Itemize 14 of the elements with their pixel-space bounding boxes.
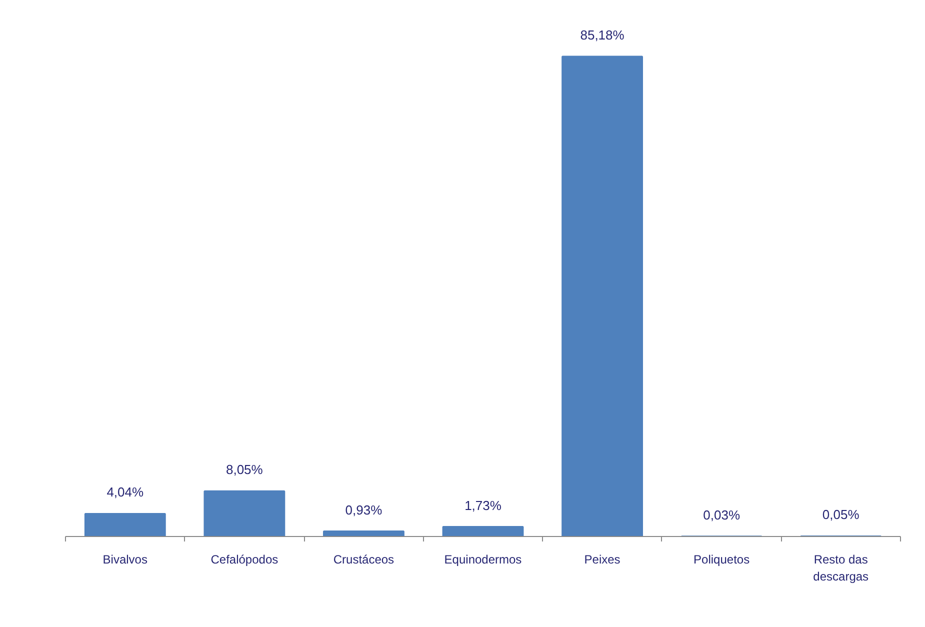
data-label: 0,93% [345, 502, 383, 518]
data-label: 1,73% [464, 498, 502, 513]
x-tick-label: Bivalvos [102, 552, 148, 566]
x-tick-label: Poliquetos [694, 552, 750, 566]
x-tick-label: Peixes [584, 552, 620, 566]
x-tick-label: Crustáceos [333, 552, 394, 566]
data-label: 8,05% [226, 462, 264, 478]
data-label: 0,05% [822, 507, 860, 522]
x-tick-label: Equinodermos [444, 552, 522, 566]
data-label: 85,18% [580, 28, 625, 42]
x-tick-label: Cefalópodos [210, 552, 278, 566]
data-label: 4,04% [106, 484, 144, 500]
data-label: 0,03% [703, 507, 740, 522]
x-tick-label: Resto das descargas [813, 552, 869, 584]
